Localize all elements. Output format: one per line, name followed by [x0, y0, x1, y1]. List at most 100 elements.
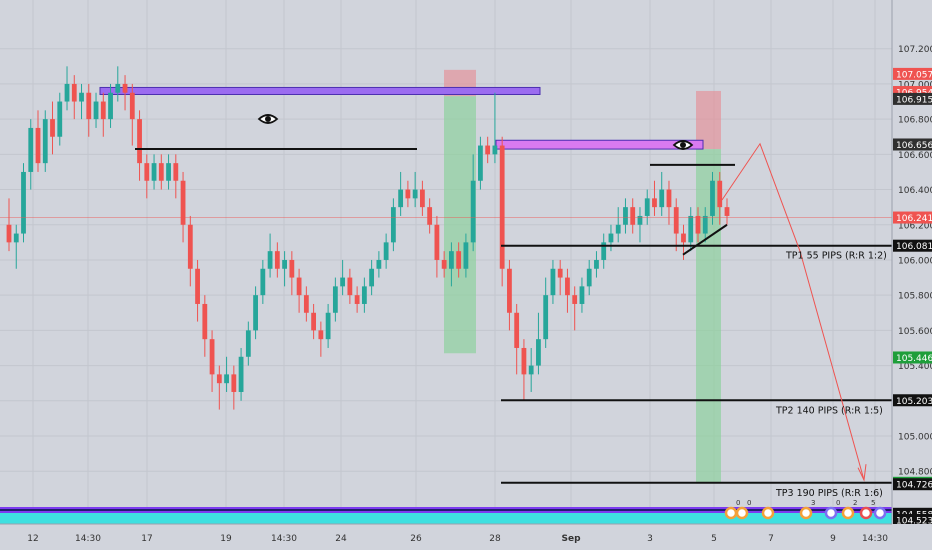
candle[interactable]: [528, 347, 534, 392]
candle[interactable]: [615, 207, 621, 243]
event-marker[interactable]: 0: [824, 499, 840, 520]
candle[interactable]: [274, 242, 280, 278]
candle[interactable]: [100, 92, 106, 137]
candle[interactable]: [137, 110, 142, 181]
time-axis[interactable]: 12 14:30 17 19 14:30 24 26 28 Sep 3 5 7 9 14:30: [0, 523, 932, 550]
price-label[interactable]: 107.057: [893, 67, 932, 81]
candle[interactable]: [637, 207, 643, 243]
candle[interactable]: [79, 83, 84, 120]
candle[interactable]: [57, 92, 63, 146]
candle[interactable]: [557, 259, 563, 296]
candle[interactable]: [347, 268, 353, 304]
candle[interactable]: [652, 180, 657, 216]
candle[interactable]: [6, 198, 12, 252]
candle[interactable]: [42, 110, 48, 172]
price-label[interactable]: 106.656: [893, 138, 932, 151]
candle[interactable]: [717, 171, 723, 225]
candle[interactable]: [180, 171, 186, 243]
candle[interactable]: [441, 251, 447, 278]
candle[interactable]: [572, 286, 578, 331]
candle[interactable]: [86, 83, 92, 137]
candle[interactable]: [630, 198, 636, 234]
event-marker[interactable]: 2: [841, 499, 857, 520]
event-marker[interactable]: 5: [859, 499, 875, 520]
candle[interactable]: [376, 251, 382, 278]
candle[interactable]: [158, 154, 164, 190]
candle[interactable]: [405, 180, 411, 208]
candle[interactable]: [209, 330, 215, 392]
candle[interactable]: [514, 303, 520, 375]
candle[interactable]: [296, 268, 302, 313]
candle[interactable]: [224, 356, 229, 392]
candle[interactable]: [644, 189, 650, 225]
candle[interactable]: [695, 207, 701, 243]
price-label[interactable]: 105.203: [893, 394, 932, 407]
candle[interactable]: [702, 207, 708, 243]
candle[interactable]: [318, 321, 324, 357]
price-label[interactable]: 106.241: [893, 211, 932, 225]
candle[interactable]: [507, 259, 512, 331]
event-marker[interactable]: [873, 506, 887, 520]
candle[interactable]: [231, 365, 237, 410]
candle[interactable]: [586, 259, 592, 296]
price-label[interactable]: 104.523: [893, 513, 932, 527]
candle[interactable]: [383, 233, 389, 269]
price-label[interactable]: 104.726: [893, 478, 932, 491]
candle[interactable]: [267, 233, 273, 278]
candle[interactable]: [398, 171, 404, 216]
candle[interactable]: [369, 259, 375, 296]
candle[interactable]: [173, 154, 179, 199]
price-label[interactable]: 105.446: [893, 351, 932, 364]
candle[interactable]: [470, 154, 476, 252]
candle[interactable]: [419, 180, 425, 216]
candle[interactable]: [238, 347, 244, 401]
candle[interactable]: [710, 171, 715, 225]
candle[interactable]: [332, 277, 338, 322]
price-label[interactable]: 106.081: [893, 239, 932, 253]
candle[interactable]: [71, 75, 77, 120]
candle[interactable]: [449, 242, 454, 287]
candle[interactable]: [478, 136, 483, 190]
candle[interactable]: [21, 163, 26, 243]
candle[interactable]: [260, 259, 266, 304]
candle[interactable]: [50, 101, 55, 155]
price-axis[interactable]: 107.200 107.000 106.800 106.600 106.400 106.2…: [891, 0, 932, 550]
candle[interactable]: [245, 321, 251, 366]
candle[interactable]: [122, 75, 128, 111]
candle[interactable]: [536, 312, 541, 375]
price-label[interactable]: 106.915: [893, 92, 932, 106]
candle[interactable]: [108, 83, 113, 128]
candle[interactable]: [579, 277, 585, 313]
candle[interactable]: [289, 251, 295, 296]
candle[interactable]: [282, 251, 287, 287]
candle[interactable]: [202, 295, 208, 357]
candle[interactable]: [35, 110, 41, 172]
candle[interactable]: [594, 251, 599, 278]
candle[interactable]: [253, 286, 258, 340]
candle[interactable]: [166, 154, 171, 190]
candle[interactable]: [688, 207, 694, 252]
candle[interactable]: [608, 224, 614, 252]
candle[interactable]: [325, 303, 331, 348]
candle[interactable]: [456, 242, 462, 278]
candle[interactable]: [361, 277, 367, 313]
event-marker[interactable]: 3: [799, 499, 815, 520]
candle[interactable]: [659, 171, 665, 216]
candle[interactable]: [601, 233, 607, 269]
candle[interactable]: [427, 198, 433, 234]
candle[interactable]: [115, 66, 121, 102]
candle[interactable]: [13, 224, 19, 269]
candle[interactable]: [521, 339, 527, 401]
candle[interactable]: [492, 92, 498, 164]
candle[interactable]: [543, 277, 549, 348]
candle[interactable]: [623, 198, 628, 234]
candle[interactable]: [550, 259, 556, 304]
candle[interactable]: [354, 286, 360, 313]
candle[interactable]: [390, 198, 396, 252]
candle[interactable]: [144, 154, 150, 199]
candle[interactable]: [485, 136, 491, 164]
candle[interactable]: [724, 198, 730, 225]
candle[interactable]: [434, 215, 440, 278]
candle[interactable]: [64, 66, 70, 111]
